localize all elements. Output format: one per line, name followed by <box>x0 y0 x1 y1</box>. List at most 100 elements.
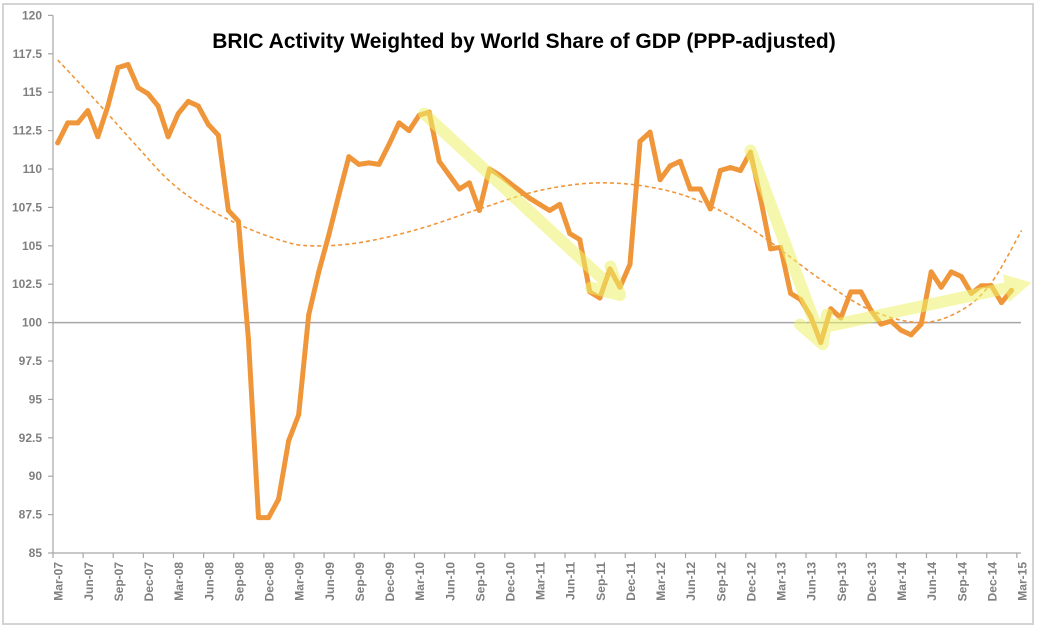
x-tick-label: Jun-09 <box>323 562 337 601</box>
data-point <box>215 132 221 138</box>
x-tick-label: Sep-10 <box>473 562 487 602</box>
y-tick-label: 102.5 <box>12 277 42 291</box>
data-point <box>667 163 673 169</box>
data-point <box>276 496 282 502</box>
data-point <box>386 141 392 147</box>
x-tick-label: Mar-07 <box>52 562 66 601</box>
data-point <box>898 327 904 333</box>
x-tick-label: Sep-14 <box>955 562 969 602</box>
x-tick-label: Jun-10 <box>443 562 457 601</box>
data-point <box>266 515 272 521</box>
y-tick-label: 92.5 <box>19 431 43 445</box>
x-tick-label: Mar-11 <box>534 562 548 600</box>
y-tick-label: 90 <box>29 469 43 483</box>
data-point <box>998 300 1004 306</box>
y-tick-label: 85 <box>29 546 43 560</box>
data-point <box>657 177 663 183</box>
y-tick-label: 112.5 <box>13 124 43 138</box>
data-point <box>135 85 141 91</box>
x-tick-label: Jun-07 <box>82 562 96 601</box>
chart-title: BRIC Activity Weighted by World Share of… <box>212 30 835 53</box>
data-point <box>737 168 743 174</box>
data-point <box>115 65 121 71</box>
data-point <box>366 160 372 166</box>
y-tick-label: 100 <box>22 316 42 330</box>
data-point <box>547 207 553 213</box>
data-point <box>908 332 914 338</box>
data-point <box>296 412 302 418</box>
x-tick-label: Jun-12 <box>684 562 698 601</box>
x-tick-label: Dec-07 <box>142 562 156 602</box>
data-point <box>245 336 251 342</box>
data-point <box>707 206 713 212</box>
arrow-head <box>1002 274 1032 303</box>
x-axis: Mar-07 Jun-07 Sep-07 Dec-07 Mar-08 Jun-08 Sep-… <box>52 552 1030 602</box>
data-point <box>888 318 894 324</box>
x-tick-label: Mar-14 <box>895 562 909 601</box>
data-point <box>175 111 181 117</box>
data-point <box>476 207 482 213</box>
data-point <box>647 129 653 135</box>
data-point <box>627 261 633 267</box>
data-point <box>396 120 402 126</box>
y-tick-label: 117.5 <box>13 47 43 61</box>
data-point <box>155 103 161 109</box>
y-tick-label: 115 <box>23 85 43 99</box>
y-tick-label: 87.5 <box>19 508 43 522</box>
x-tick-label: Jun-08 <box>202 562 216 601</box>
data-point <box>687 186 693 192</box>
data-point <box>567 231 573 237</box>
x-tick-label: Sep-09 <box>353 562 367 602</box>
data-point <box>356 161 362 167</box>
x-tick-label: Mar-09 <box>293 562 307 601</box>
y-tick-label: 95 <box>29 392 43 406</box>
x-tick-label: Mar-10 <box>413 562 427 601</box>
data-point <box>225 207 231 213</box>
x-tick-label: Jun-13 <box>805 562 819 601</box>
y-tick-label: 107.5 <box>12 200 42 214</box>
data-point <box>95 134 101 140</box>
data-point <box>346 154 352 160</box>
data-point <box>527 195 533 201</box>
data-point <box>326 232 332 238</box>
data-point <box>406 128 412 134</box>
x-tick-label: Jun-11 <box>564 562 578 600</box>
x-tick-label: Mar-08 <box>172 562 186 601</box>
data-point <box>256 515 261 521</box>
data-point <box>948 269 954 275</box>
y-axis: 85 87.5 90 92.5 95 97.5 100 102.5 105 107.5 110 112… <box>12 8 54 560</box>
x-tick-label: Dec-13 <box>865 562 879 602</box>
arrow-shaft <box>824 282 1013 332</box>
data-point <box>55 140 61 146</box>
data-point <box>918 321 924 327</box>
highlight-arrow <box>824 274 1032 332</box>
data-point <box>858 289 864 295</box>
x-tick-label: Mar-13 <box>775 562 789 601</box>
y-tick-label: 120 <box>22 8 42 22</box>
data-point <box>788 290 794 296</box>
x-tick-label: Dec-08 <box>263 562 277 602</box>
data-point <box>185 98 191 104</box>
data-point <box>195 103 201 109</box>
arrow-head <box>584 260 626 301</box>
data-point <box>85 108 91 114</box>
data-point <box>286 438 292 444</box>
data-point <box>677 158 683 164</box>
y-tick-label: 110 <box>23 162 43 176</box>
data-point <box>637 138 643 144</box>
arrow-shaft <box>744 144 829 351</box>
data-point <box>978 283 984 289</box>
data-point <box>727 164 733 170</box>
trend-line <box>57 59 1023 324</box>
data-point <box>848 289 854 295</box>
data-point <box>597 295 603 301</box>
x-tick-label: Sep-07 <box>112 562 126 602</box>
data-point <box>577 237 583 243</box>
x-tick-label: Dec-11 <box>624 562 638 601</box>
data-point <box>697 186 703 192</box>
data-point <box>446 172 452 178</box>
data-point <box>105 103 111 109</box>
x-tick-label: Dec-14 <box>985 562 999 602</box>
data-point <box>65 120 71 126</box>
